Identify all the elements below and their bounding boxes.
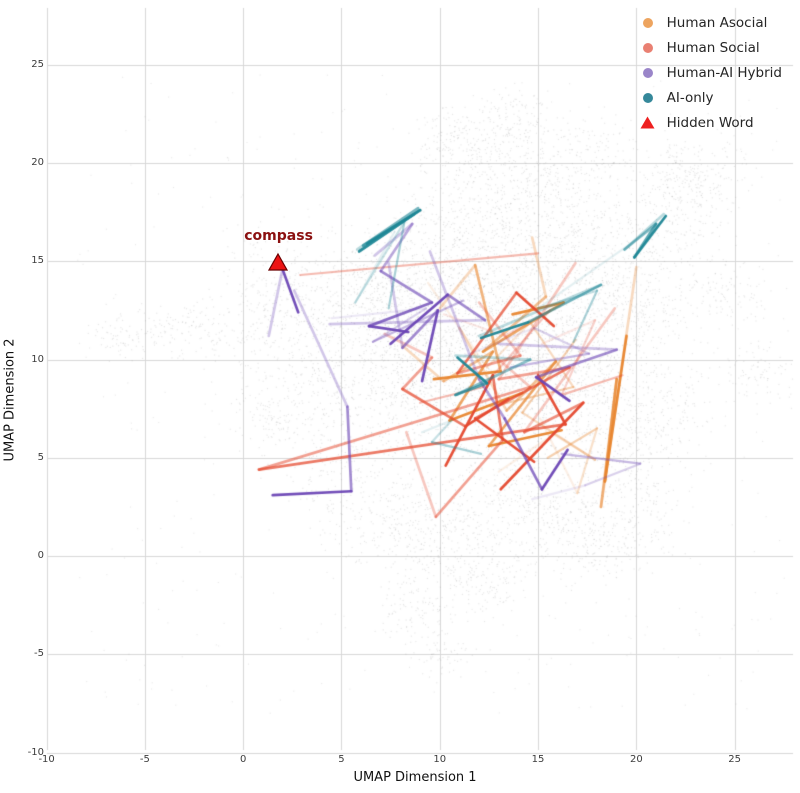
x-tick-label: 15 bbox=[531, 754, 545, 765]
circle-marker-icon bbox=[637, 92, 659, 103]
circle-marker-icon bbox=[637, 42, 659, 53]
x-tick-label: -5 bbox=[139, 754, 150, 765]
legend-label: Human Social bbox=[666, 39, 760, 56]
y-tick-label: -10 bbox=[27, 746, 44, 758]
y-tick-label: 25 bbox=[31, 58, 44, 70]
x-tick-label: -10 bbox=[38, 754, 55, 765]
triangle-marker-icon bbox=[637, 116, 659, 129]
y-tick-label: 10 bbox=[31, 353, 44, 365]
x-tick-label: 25 bbox=[728, 754, 741, 765]
legend-item-ai-only: AI-only bbox=[637, 85, 782, 110]
hidden-word-annotation: compass bbox=[244, 227, 313, 244]
y-axis-title: UMAP Dimension 2 bbox=[2, 338, 18, 462]
y-tick-label: 0 bbox=[37, 550, 44, 562]
legend-label: Hidden Word bbox=[666, 114, 754, 131]
y-tick-label: 15 bbox=[31, 255, 44, 267]
legend: Human Asocial Human Social Human-AI Hybr… bbox=[637, 10, 782, 135]
legend-label: Human-AI Hybrid bbox=[666, 64, 782, 81]
x-axis-title: UMAP Dimension 1 bbox=[353, 770, 477, 785]
legend-label: AI-only bbox=[666, 89, 714, 106]
x-tick-label: 5 bbox=[338, 754, 345, 765]
y-tick-label: 5 bbox=[37, 451, 44, 463]
legend-item-human-ai-hybrid: Human-AI Hybrid bbox=[637, 60, 782, 85]
legend-item-human-social: Human Social bbox=[637, 35, 782, 60]
hidden-word-triangle-icon bbox=[268, 252, 289, 275]
legend-item-human-asocial: Human Asocial bbox=[637, 10, 782, 35]
circle-marker-icon bbox=[637, 17, 659, 28]
y-tick-label: 20 bbox=[31, 156, 44, 168]
circle-marker-icon bbox=[637, 67, 659, 78]
y-tick-label: -5 bbox=[34, 648, 44, 660]
legend-item-hidden-word: Hidden Word bbox=[637, 110, 782, 135]
x-tick-label: 20 bbox=[629, 754, 643, 765]
x-tick-label: 10 bbox=[433, 754, 447, 765]
x-tick-label: 0 bbox=[240, 754, 247, 765]
legend-label: Human Asocial bbox=[666, 14, 768, 31]
